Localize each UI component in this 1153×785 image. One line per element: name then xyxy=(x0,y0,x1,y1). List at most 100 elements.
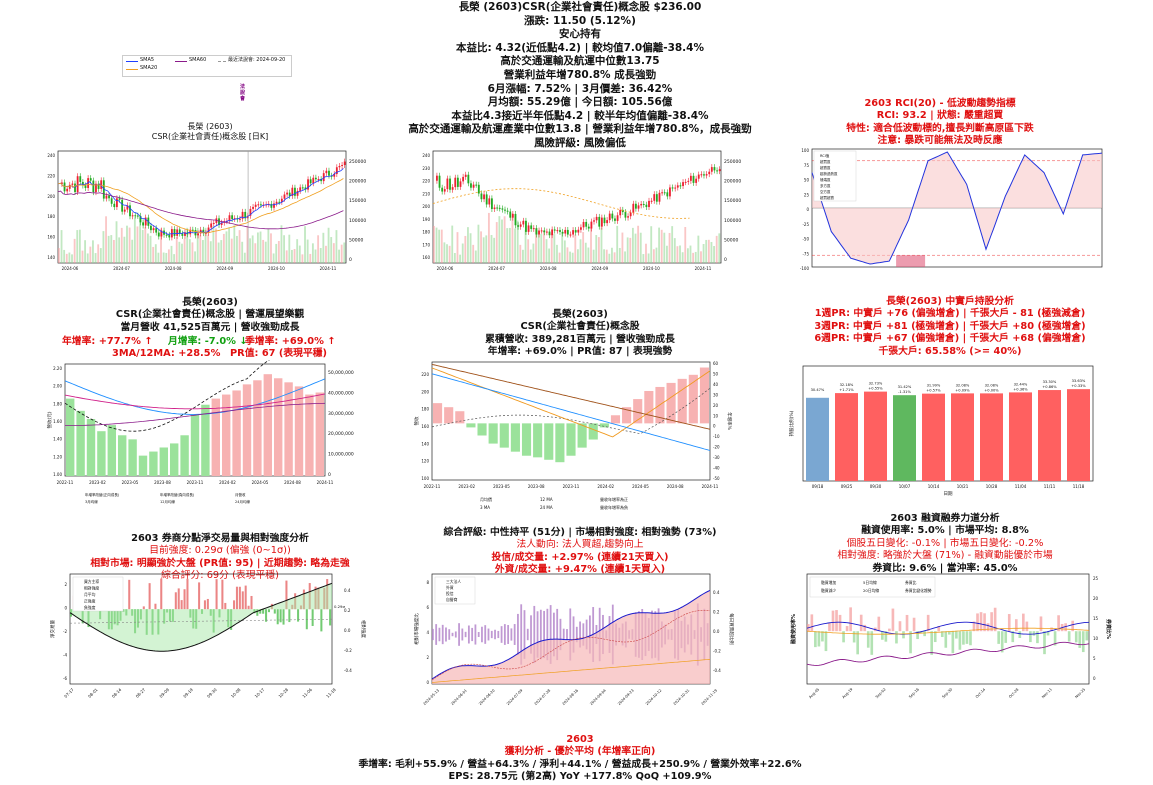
volume-bar xyxy=(332,243,335,263)
yoy-bar xyxy=(688,374,698,424)
p8-r-tick: 0.0 xyxy=(713,629,720,634)
candle-body xyxy=(438,175,441,188)
candle-body xyxy=(593,220,595,222)
p2-kline-chart: 2024-06 2024-07 2024-08 2024-09 2024-10 2024-… xyxy=(422,150,741,271)
candle-body xyxy=(328,170,330,176)
daily-ratio-bar xyxy=(562,628,565,641)
p3-title-block: 2603 RCI(20) - 低波動趨勢指標 RCI: 93.2 | 狀態: 嚴… xyxy=(790,98,1090,148)
candle-body xyxy=(572,230,574,235)
holding-change-label: +1.71% xyxy=(839,388,854,392)
legend-sma5: SMA5 xyxy=(140,57,155,63)
candle-body xyxy=(202,229,205,234)
p9-r-label: 券資比% xyxy=(1105,618,1112,639)
candle-body xyxy=(595,216,598,221)
yoy-bar xyxy=(566,423,576,456)
revenue-bar xyxy=(138,455,148,476)
p9-x-tick: Nov-25 xyxy=(1074,687,1086,699)
p5-revenue-chart: 2202001801601401201006050403020100-10-20… xyxy=(413,361,733,510)
candle-body xyxy=(462,176,465,182)
rci-legend-item: RCI值 xyxy=(820,153,830,158)
three-institution-line xyxy=(431,589,711,680)
volume-bar xyxy=(99,248,102,263)
volume-bar xyxy=(280,225,283,263)
net-volume-bar xyxy=(174,592,177,610)
holding-bar xyxy=(922,393,945,481)
volume-bar xyxy=(493,237,496,263)
candle-body xyxy=(341,164,343,166)
candle-body xyxy=(343,161,346,165)
p4-qoq: 季增率: +69.0% ↑ xyxy=(245,336,336,347)
volume-bar xyxy=(587,247,590,263)
revenue-bar xyxy=(180,435,189,476)
volume-tick-label: 50000 xyxy=(349,237,363,243)
volume-tick-label: 0 xyxy=(724,257,727,263)
holding-bar xyxy=(893,395,916,481)
rci-y-tick: -25 xyxy=(802,222,809,227)
p8-x-tick: 2024-06-20 xyxy=(478,688,496,706)
volume-bar xyxy=(107,235,110,263)
candle-body xyxy=(100,180,103,189)
p5-legend-item: 營收年增率為負 xyxy=(600,504,628,510)
p7-x-tick: 08-01 xyxy=(87,687,99,699)
p6-x-tick: 10/07 xyxy=(899,484,911,489)
daily-ratio-bar xyxy=(464,631,467,638)
volume-bar xyxy=(673,238,676,263)
p6-x-tick: 10/21 xyxy=(957,484,969,489)
volume-bar xyxy=(270,233,272,263)
volume-bar xyxy=(605,249,608,263)
holding-value-label: 30.47% xyxy=(811,388,825,392)
volume-bar xyxy=(545,239,548,263)
volume-bar xyxy=(626,237,629,263)
volume-bar xyxy=(298,245,301,263)
volume-bar xyxy=(660,229,663,263)
volume-bar xyxy=(238,230,241,263)
margin-change-bar xyxy=(1078,631,1082,648)
volume-bar xyxy=(629,237,632,263)
p7-x-tick: 07-17 xyxy=(63,687,75,699)
revenue-bar xyxy=(128,439,137,476)
volume-bar xyxy=(506,228,509,263)
net-volume-bar xyxy=(235,586,238,610)
candle-body xyxy=(74,183,76,193)
daily-ratio-bar xyxy=(510,628,513,641)
yoy-bar xyxy=(455,411,465,424)
p6-x-tick: 10/14 xyxy=(928,484,940,489)
p8-line2: 投信/成交量: +2.97% (連續21天買入) xyxy=(491,551,669,563)
p8-r-tick: -0.2 xyxy=(713,649,721,654)
candle-body xyxy=(676,185,679,188)
candle-body xyxy=(241,211,244,219)
daily-ratio-bar xyxy=(458,623,460,646)
margin-change-bar xyxy=(1004,631,1008,643)
ma12-line xyxy=(64,393,326,410)
volume-bar xyxy=(309,253,312,263)
p4-y-label: 營收(元) xyxy=(46,411,53,428)
margin-change-bar xyxy=(831,610,835,632)
header-line-amount: 月均額: 55.29億 | 今日額: 105.56億 xyxy=(487,96,673,109)
candle-body xyxy=(205,232,207,234)
candle-body xyxy=(249,208,252,216)
p7-legend-box xyxy=(72,576,124,612)
volume-bar xyxy=(540,233,543,263)
volume-bar xyxy=(467,227,469,263)
volume-bar xyxy=(618,247,621,263)
volume-bar xyxy=(650,226,653,263)
ma5-line xyxy=(806,621,1090,635)
p8-r-label: 每日買賣超比例 xyxy=(728,613,735,645)
daily-ratio-bar xyxy=(549,605,552,664)
p9-legend-item: 融資增加 xyxy=(821,580,836,585)
trust-line xyxy=(431,659,711,683)
p9-legend-box xyxy=(809,576,936,598)
rci-legend-item: 超買區 xyxy=(820,159,831,164)
p5-y-tick: 100 xyxy=(421,476,429,481)
volume-bar xyxy=(123,236,126,263)
volume-bar xyxy=(666,245,668,263)
candle-body xyxy=(207,227,210,233)
ma3-line xyxy=(64,378,326,415)
volume-bar xyxy=(548,248,551,263)
volume-bar xyxy=(700,251,702,263)
p5-x-tick: 2024-11 xyxy=(702,484,719,489)
candle-body xyxy=(449,178,451,190)
rci-y-tick: -75 xyxy=(802,251,809,256)
margin-change-bar xyxy=(1057,615,1060,632)
volume-bar xyxy=(262,239,265,263)
